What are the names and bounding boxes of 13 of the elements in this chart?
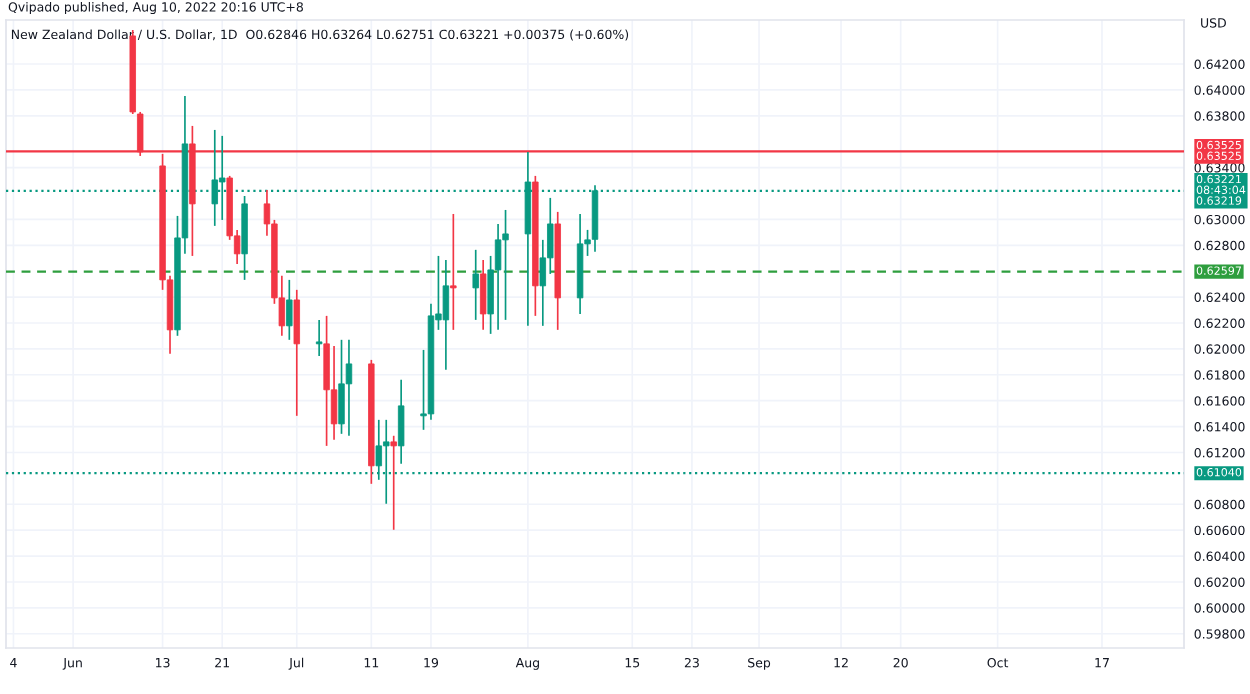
candlestick [315,319,323,357]
candlestick [450,213,457,331]
candlestick [479,259,487,331]
candlestick [330,345,338,441]
candlestick [390,434,397,531]
candlestick [323,315,330,447]
candlestick [286,279,293,341]
candlestick [293,289,300,417]
candlestick [442,259,450,371]
candlestick [338,338,345,435]
candlestick [397,379,405,465]
candlestick [472,249,479,321]
candlestick [345,338,353,437]
